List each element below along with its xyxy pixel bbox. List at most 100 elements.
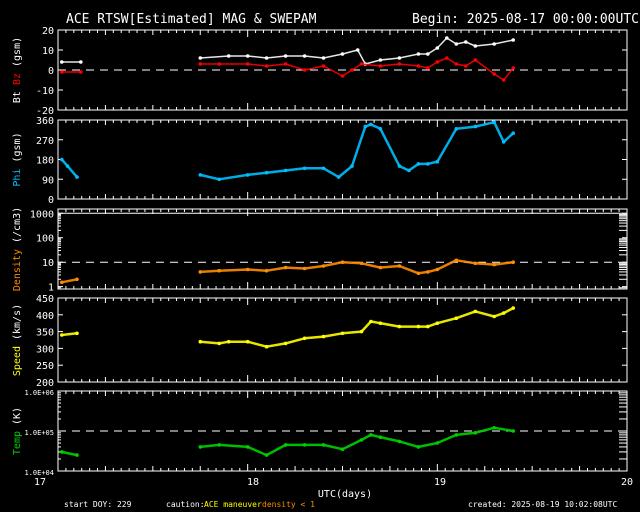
data-point (435, 267, 440, 272)
y-axis-label-part: (km/s) (12, 304, 23, 346)
data-point (198, 339, 203, 344)
chart-title: ACE RTSW[Estimated] MAG & SWEPAM (66, 12, 317, 27)
data-point (464, 40, 468, 44)
y-tick-label: 0 (48, 195, 54, 206)
y-tick-label: 350 (36, 328, 54, 339)
data-point (302, 443, 307, 447)
data-point (378, 64, 383, 68)
data-point (198, 62, 203, 66)
data-point (264, 344, 269, 349)
y-axis-label-part: (gsm) (12, 132, 23, 168)
data-point (369, 122, 373, 127)
data-point (302, 336, 307, 341)
data-point (492, 262, 497, 267)
data-point (464, 64, 468, 68)
y-axis-label: Density (/cm3) (12, 207, 23, 291)
data-point (416, 162, 421, 166)
data-point (435, 46, 440, 50)
data-point (492, 42, 497, 46)
data-point (359, 438, 364, 442)
data-point (264, 56, 269, 60)
data-point (283, 54, 288, 58)
data-point (407, 168, 411, 173)
data-point (198, 445, 203, 449)
data-point (445, 56, 449, 60)
y-tick-label: -10 (36, 86, 54, 97)
data-point (416, 52, 421, 56)
y-axis-label: Temp (K) (12, 407, 23, 455)
y-axis-label-part: (gsm) (12, 37, 23, 73)
data-point (283, 168, 288, 173)
data-point (511, 66, 515, 70)
data-point (340, 74, 345, 78)
data-point (397, 56, 402, 60)
data-point (511, 131, 515, 135)
y-tick-label: 250 (36, 361, 54, 372)
y-axis-label-part: Bz (12, 73, 23, 91)
y-tick-label: 1000 (30, 209, 54, 220)
data-point (397, 62, 402, 66)
panel-frame (57, 208, 628, 290)
data-point (397, 439, 402, 444)
data-point (65, 164, 70, 168)
data-point (283, 443, 288, 447)
y-tick-label: 200 (36, 378, 54, 389)
data-point (435, 441, 440, 445)
data-point (359, 329, 364, 334)
data-point (79, 60, 83, 64)
data-point (397, 324, 402, 329)
y-tick-label: 1.0E+05 (24, 429, 54, 437)
data-point (426, 324, 430, 329)
data-point (340, 331, 345, 336)
data-point (283, 341, 288, 346)
x-tick-label: 17 (34, 477, 46, 488)
data-point (198, 270, 203, 274)
y-axis-label-part: (K) (12, 407, 23, 431)
y-tick-label: 10 (42, 258, 54, 269)
data-point (416, 445, 421, 449)
data-point (217, 443, 221, 447)
data-point (217, 62, 221, 66)
data-point (501, 140, 506, 144)
y-axis-label-part: Density (12, 249, 23, 291)
data-point (511, 306, 515, 310)
data-point (245, 62, 250, 66)
data-point (264, 453, 269, 457)
caution-label: caution: (166, 500, 205, 509)
data-point (321, 264, 326, 268)
data-point (501, 78, 506, 82)
data-point (336, 175, 341, 179)
data-point (302, 68, 307, 72)
data-point (359, 261, 364, 266)
data-point (397, 264, 402, 268)
data-point (426, 270, 430, 274)
data-point (378, 435, 383, 440)
x-tick-label: 20 (621, 477, 633, 488)
panel-frame (57, 119, 628, 200)
data-point (473, 431, 478, 435)
data-point (363, 124, 368, 129)
series-line (200, 426, 514, 457)
data-point (264, 170, 269, 175)
x-tick-label: 18 (247, 477, 259, 488)
y-axis-label-part: Speed (12, 346, 23, 376)
data-point (264, 268, 269, 273)
data-point (226, 54, 231, 58)
data-point (454, 127, 459, 131)
data-point (378, 58, 383, 62)
data-point (435, 60, 440, 64)
data-point (245, 54, 250, 58)
data-point (340, 447, 345, 452)
data-point (454, 62, 459, 66)
data-point (454, 258, 459, 263)
data-point (426, 52, 430, 56)
y-tick-label: 400 (36, 311, 54, 322)
data-point (60, 60, 64, 64)
y-axis-label: Bt Bz (gsm) (12, 37, 23, 103)
data-point (79, 70, 83, 74)
caution-density: density < 1 (262, 500, 315, 509)
data-point (511, 260, 515, 265)
x-tick-label: 19 (434, 477, 446, 488)
data-point (473, 58, 478, 62)
